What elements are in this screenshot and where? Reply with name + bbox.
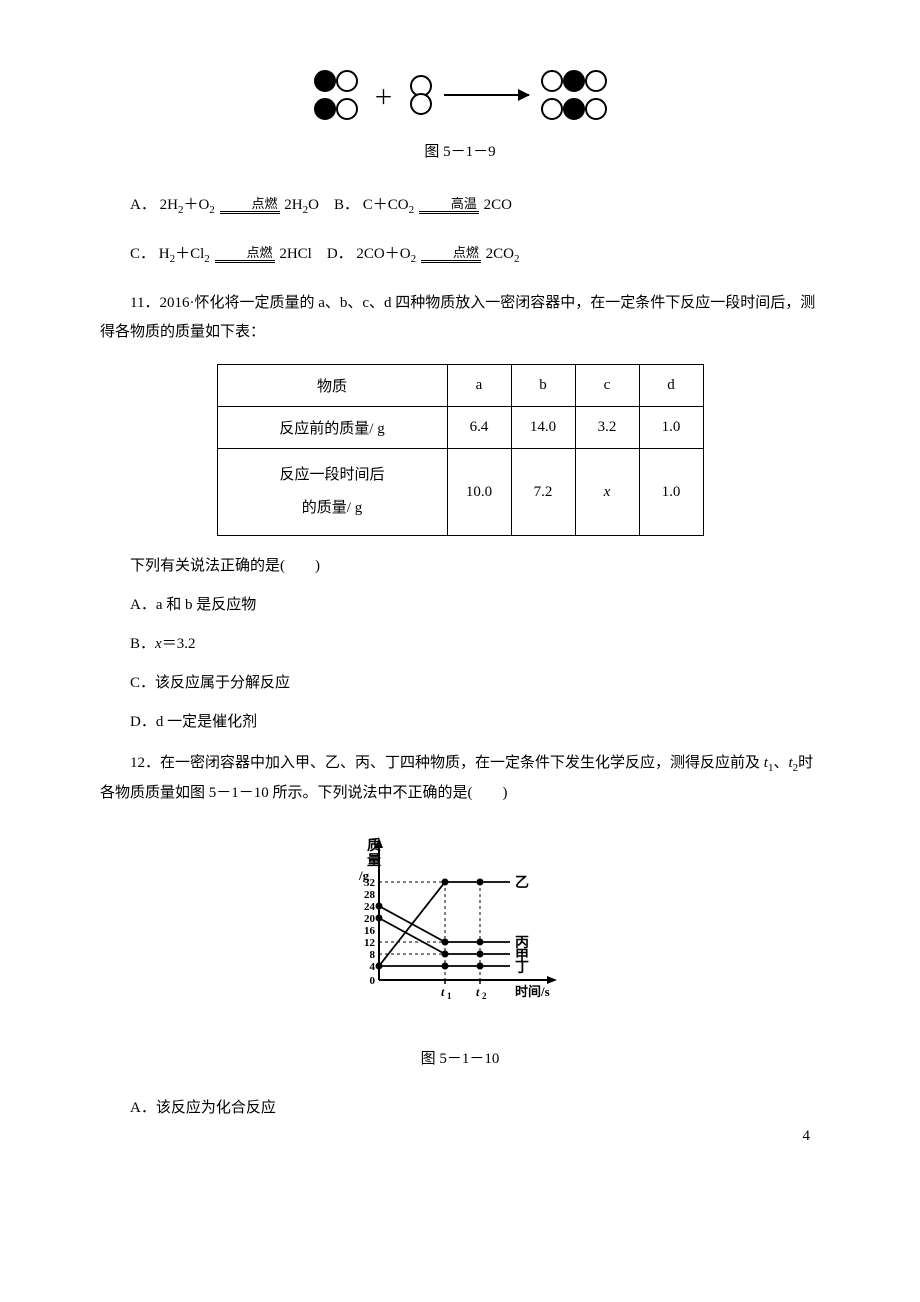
option-d-prefix: D． [327, 246, 353, 262]
option-d-lhs: 2CO＋O2 [356, 246, 416, 262]
atom-empty [541, 70, 563, 92]
atom-empty [541, 98, 563, 120]
atom-empty [585, 98, 607, 120]
reaction-arrow [444, 94, 529, 96]
table-header-cell: 物质 [217, 365, 447, 407]
q11-option-d: D．d 一定是催化剂 [100, 710, 820, 731]
table-cell: 反应一段时间后 的质量/ g [217, 449, 447, 536]
options-row-1: A． 2H2＋O2 点燃 2H2O B． C＋CO2 高温 2CO [100, 189, 820, 222]
plus-symbol: ＋ [374, 81, 394, 110]
option-d-rhs: 2CO2 [486, 246, 520, 262]
table-row: 反应前的质量/ g 6.4 14.0 3.2 1.0 [217, 407, 703, 449]
svg-text:16: 16 [364, 925, 376, 937]
table-cell: 14.0 [511, 407, 575, 449]
svg-text:12: 12 [364, 937, 376, 949]
option-c-rhs: 2HCl [279, 246, 312, 262]
q11-table: 物质 a b c d 反应前的质量/ g 6.4 14.0 3.2 1.0 反应… [217, 364, 704, 536]
reaction-condition: 点燃 [421, 246, 481, 263]
atom-filled [563, 98, 585, 120]
option-b-rhs: 2CO [484, 197, 512, 213]
option-a-prefix: A． [130, 197, 156, 213]
product-right [541, 70, 607, 120]
reaction-condition: 高温 [419, 197, 479, 214]
figure-5-1-9: ＋ [100, 70, 820, 120]
reaction-condition: 点燃 [215, 246, 275, 263]
svg-text:乙: 乙 [515, 875, 529, 891]
table-header-cell: d [639, 365, 703, 407]
table-cell: 反应前的质量/ g [217, 407, 447, 449]
atom-empty [410, 93, 432, 115]
figure-5-1-10: 质 量 /g 32 28 24 20 16 12 8 4 0 t1 t2 时间/… [100, 832, 820, 1027]
svg-text:8: 8 [370, 949, 376, 961]
table-cell: 7.2 [511, 449, 575, 536]
q11-stem: 下列有关说法正确的是( ) [100, 554, 820, 575]
table-row: 反应一段时间后 的质量/ g 10.0 7.2 x 1.0 [217, 449, 703, 536]
atom-empty [336, 70, 358, 92]
option-b-prefix: B． [334, 197, 359, 213]
q11-option-a: A．a 和 b 是反应物 [100, 593, 820, 614]
option-a-lhs: 2H2＋O2 [160, 197, 215, 213]
table-cell: 10.0 [447, 449, 511, 536]
svg-text:丁: 丁 [515, 961, 529, 976]
q11-option-b: B．x＝3.2 [100, 632, 820, 653]
svg-text:t: t [476, 985, 480, 999]
x-axis-label: 时间/s [515, 984, 550, 999]
svg-text:0: 0 [370, 975, 376, 987]
svg-text:1: 1 [447, 991, 452, 1001]
table-cell: 6.4 [447, 407, 511, 449]
option-a-rhs: 2H2O [284, 197, 319, 213]
molecular-reaction-diagram: ＋ [314, 70, 607, 120]
q12-option-a: A．该反应为化合反应 [100, 1096, 820, 1117]
svg-text:t: t [441, 985, 445, 999]
table-cell: 1.0 [639, 407, 703, 449]
svg-text:2: 2 [482, 991, 487, 1001]
reactant-center [410, 75, 432, 115]
svg-text:4: 4 [370, 961, 376, 973]
option-c-prefix: C． [130, 246, 155, 262]
table-cell: 1.0 [639, 449, 703, 536]
figure-caption-2: 图 5－1－10 [100, 1047, 820, 1068]
figure-caption-1: 图 5－1－9 [100, 140, 820, 161]
atom-empty [585, 70, 607, 92]
reactant-left [314, 70, 358, 120]
table-cell: x [575, 449, 639, 536]
reaction-condition: 点燃 [220, 197, 280, 214]
option-b-lhs: C＋CO2 [363, 197, 414, 213]
option-c-lhs: H2＋Cl2 [159, 246, 210, 262]
svg-text:20: 20 [364, 913, 376, 925]
svg-text:28: 28 [364, 889, 376, 901]
table-header-row: 物质 a b c d [217, 365, 703, 407]
table-cell: 3.2 [575, 407, 639, 449]
table-header-cell: c [575, 365, 639, 407]
table-header-cell: b [511, 365, 575, 407]
options-row-2: C． H2＋Cl2 点燃 2HCl D． 2CO＋O2 点燃 2CO2 [100, 238, 820, 271]
mass-time-chart: 质 量 /g 32 28 24 20 16 12 8 4 0 t1 t2 时间/… [345, 832, 575, 1022]
svg-text:24: 24 [364, 901, 376, 913]
svg-text:32: 32 [364, 877, 376, 889]
atom-empty [336, 98, 358, 120]
table-header-cell: a [447, 365, 511, 407]
page-number: 4 [803, 1128, 811, 1145]
q11-option-c: C．该反应属于分解反应 [100, 671, 820, 692]
q12-text: 12．在一密闭容器中加入甲、乙、丙、丁四种物质，在一定条件下发生化学反应，测得反… [100, 749, 820, 807]
q11-text: 11．2016·怀化将一定质量的 a、b、c、d 四种物质放入一密闭容器中，在一… [100, 289, 820, 346]
atom-filled [314, 70, 336, 92]
atom-filled [314, 98, 336, 120]
atom-filled [563, 70, 585, 92]
